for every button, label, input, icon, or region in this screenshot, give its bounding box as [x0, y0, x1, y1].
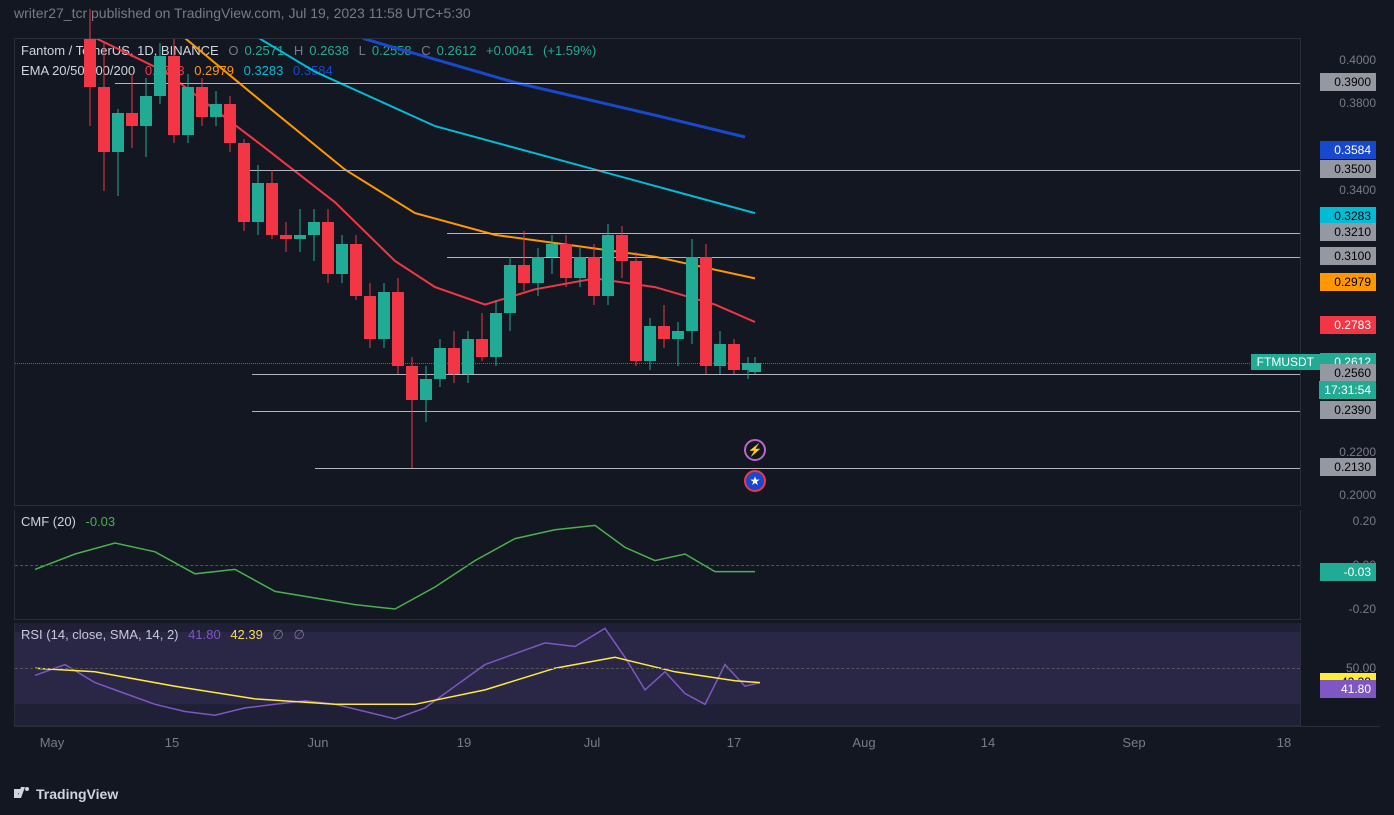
rsi-mid-line — [15, 668, 1300, 669]
horizontal-level — [115, 83, 1300, 84]
y-tick: 0.4000 — [1339, 52, 1376, 68]
tv-logo-text: TradingView — [36, 786, 118, 802]
time-tick: Sep — [1122, 735, 1145, 750]
time-axis[interactable]: May 15 Jun 19 Jul 17 Aug 14 Sep 18 — [14, 726, 1380, 760]
cmf-yaxis[interactable]: 0.20-0.200.00-0.03 — [1300, 510, 1380, 620]
rsi-yellow-val: 42.39 — [230, 627, 263, 642]
horizontal-level — [315, 468, 1300, 469]
tv-logo-icon — [14, 787, 32, 801]
ema200-val: 0.3584 — [293, 63, 333, 78]
ema50-val: 0.2979 — [194, 63, 234, 78]
rsi-null1: ∅ — [272, 627, 283, 642]
y-tick: 0.2000 — [1339, 487, 1376, 503]
horizontal-level — [447, 233, 1300, 234]
time-tick: Aug — [852, 735, 875, 750]
horizontal-level — [240, 170, 1300, 171]
time-tick: 18 — [1277, 735, 1291, 750]
ohlc-low: 0.2558 — [372, 43, 412, 58]
cmf-value: -0.03 — [86, 514, 116, 529]
ohlc-change: +0.0041 — [486, 43, 533, 58]
symbol-badge: FTMUSDT — [1251, 354, 1320, 370]
rsi-purple-val: 41.80 — [188, 627, 221, 642]
rsi-legend: RSI (14, close, SMA, 14, 2) 41.80 42.39 … — [21, 627, 311, 643]
tradingview-logo: TradingView — [14, 786, 118, 802]
y-tick: -0.20 — [1349, 601, 1376, 617]
price-badge: 0.3100 — [1320, 247, 1376, 265]
price-badge: 0.3210 — [1320, 223, 1376, 241]
y-tick: 0.3800 — [1339, 95, 1376, 111]
y-tick: 0.20 — [1353, 513, 1376, 529]
rsi-value-badge: 41.80 — [1320, 680, 1376, 698]
ema100-val: 0.3283 — [244, 63, 284, 78]
price-badge: 0.3500 — [1320, 160, 1376, 178]
rsi-pane[interactable]: RSI (14, close, SMA, 14, 2) 41.80 42.39 … — [14, 623, 1300, 726]
price-line — [15, 363, 1300, 364]
countdown-badge: 17:31:54 — [1319, 381, 1376, 399]
price-badge: 0.3584 — [1320, 141, 1376, 159]
price-badge: 0.2560 — [1320, 364, 1376, 382]
event-marker-icon[interactable]: ★ — [744, 470, 766, 492]
ohlc-change-pct: (+1.59%) — [543, 43, 596, 58]
cmf-label: CMF (20) — [21, 514, 76, 529]
y-tick: 0.3400 — [1339, 182, 1376, 198]
rsi-label: RSI (14, close, SMA, 14, 2) — [21, 627, 179, 642]
ema-label: EMA 20/50/100/200 — [21, 63, 135, 78]
time-tick: 14 — [981, 735, 995, 750]
horizontal-level — [252, 411, 1300, 412]
time-tick: May — [40, 735, 65, 750]
time-tick: Jun — [308, 735, 329, 750]
cmf-pane[interactable]: CMF (20) -0.03 — [14, 510, 1300, 620]
rsi-yaxis[interactable]: 50.0042.3941.80 — [1300, 623, 1380, 726]
ohlc-close: 0.2612 — [437, 43, 477, 58]
publish-banner: writer27_tcr published on TradingView.co… — [14, 5, 471, 21]
symbol-name: Fantom / TetherUS, 1D, BINANCE — [21, 43, 219, 58]
symbol-legend: Fantom / TetherUS, 1D, BINANCE O0.2571 H… — [21, 43, 602, 58]
event-marker-icon[interactable]: ⚡ — [744, 439, 766, 461]
cmf-value-badge: -0.03 — [1320, 563, 1376, 581]
ohlc-high: 0.2638 — [309, 43, 349, 58]
cmf-zero-line — [15, 565, 1300, 566]
time-tick: 19 — [457, 735, 471, 750]
time-tick: Jul — [584, 735, 601, 750]
time-tick: 15 — [165, 735, 179, 750]
rsi-null2: ∅ — [293, 627, 304, 642]
main-price-pane[interactable]: Fantom / TetherUS, 1D, BINANCE O0.2571 H… — [14, 38, 1300, 506]
cmf-legend: CMF (20) -0.03 — [21, 514, 121, 529]
price-badge: 0.3900 — [1320, 73, 1376, 91]
main-yaxis[interactable]: 0.40000.38000.34000.22000.20000.39000.35… — [1300, 38, 1380, 506]
price-badge: 0.2979 — [1320, 273, 1376, 291]
ohlc-open: 0.2571 — [244, 43, 284, 58]
price-badge: 0.2130 — [1320, 458, 1376, 476]
tradingview-chart: writer27_tcr published on TradingView.co… — [0, 0, 1394, 815]
time-tick: 17 — [727, 735, 741, 750]
price-badge: 0.2783 — [1320, 316, 1376, 334]
price-badge: 0.2390 — [1320, 401, 1376, 419]
